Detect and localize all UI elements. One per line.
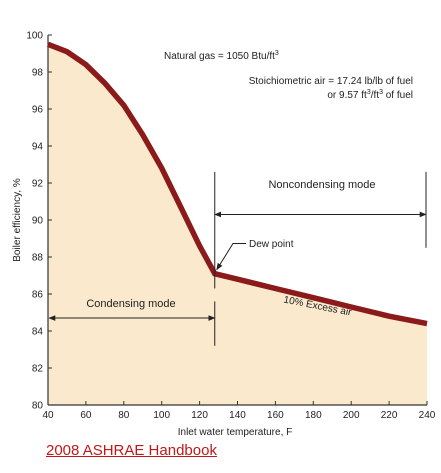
y-tick-label: 88 xyxy=(32,253,44,264)
y-tick-label: 90 xyxy=(32,216,44,227)
x-tick-label: 140 xyxy=(229,410,246,421)
efficiency-line xyxy=(47,41,428,327)
y-tick-label: 92 xyxy=(32,179,44,190)
y-axis-title: Boiler efficiency, % xyxy=(12,178,23,262)
gas-note: Natural gas = 1050 Btu/ft3 xyxy=(164,50,279,62)
y-tick-label: 82 xyxy=(32,364,44,375)
x-axis-title: Inlet water temperature, F xyxy=(178,427,293,438)
dew-point-label: Dew point xyxy=(249,239,294,250)
x-tick-label: 40 xyxy=(42,410,54,421)
x-tick-label: 180 xyxy=(305,410,322,421)
x-tick-label: 160 xyxy=(267,410,284,421)
x-tick-label: 120 xyxy=(191,410,208,421)
dew-point-leader-arrow xyxy=(216,243,246,271)
x-tick-label: 240 xyxy=(419,410,436,421)
noncondensing-mode-label: Noncondensing mode xyxy=(268,179,375,191)
y-tick-label: 86 xyxy=(32,290,44,301)
x-tick-label: 200 xyxy=(343,410,360,421)
source-citation: 2008 ASHRAE Handbook xyxy=(46,442,217,459)
y-tick-label: 98 xyxy=(32,68,44,79)
efficiency-area-fill xyxy=(48,44,427,406)
x-tick-label: 60 xyxy=(80,410,92,421)
stoich-note-line1: Stoichiometric air = 17.24 lb/lb of fuel xyxy=(249,76,413,87)
stoich-note-line2: or 9.57 ft3/ft3 of fuel xyxy=(327,89,413,101)
x-tick-label: 80 xyxy=(118,410,130,421)
y-tick-label: 96 xyxy=(32,105,44,116)
y-tick-label: 100 xyxy=(26,31,43,42)
x-tick-label: 220 xyxy=(381,410,398,421)
y-tick-label: 94 xyxy=(32,142,44,153)
x-tick-label: 100 xyxy=(153,410,170,421)
y-tick-label: 80 xyxy=(32,401,44,412)
condensing-mode-label: Condensing mode xyxy=(86,298,175,310)
y-tick-label: 84 xyxy=(32,327,44,338)
